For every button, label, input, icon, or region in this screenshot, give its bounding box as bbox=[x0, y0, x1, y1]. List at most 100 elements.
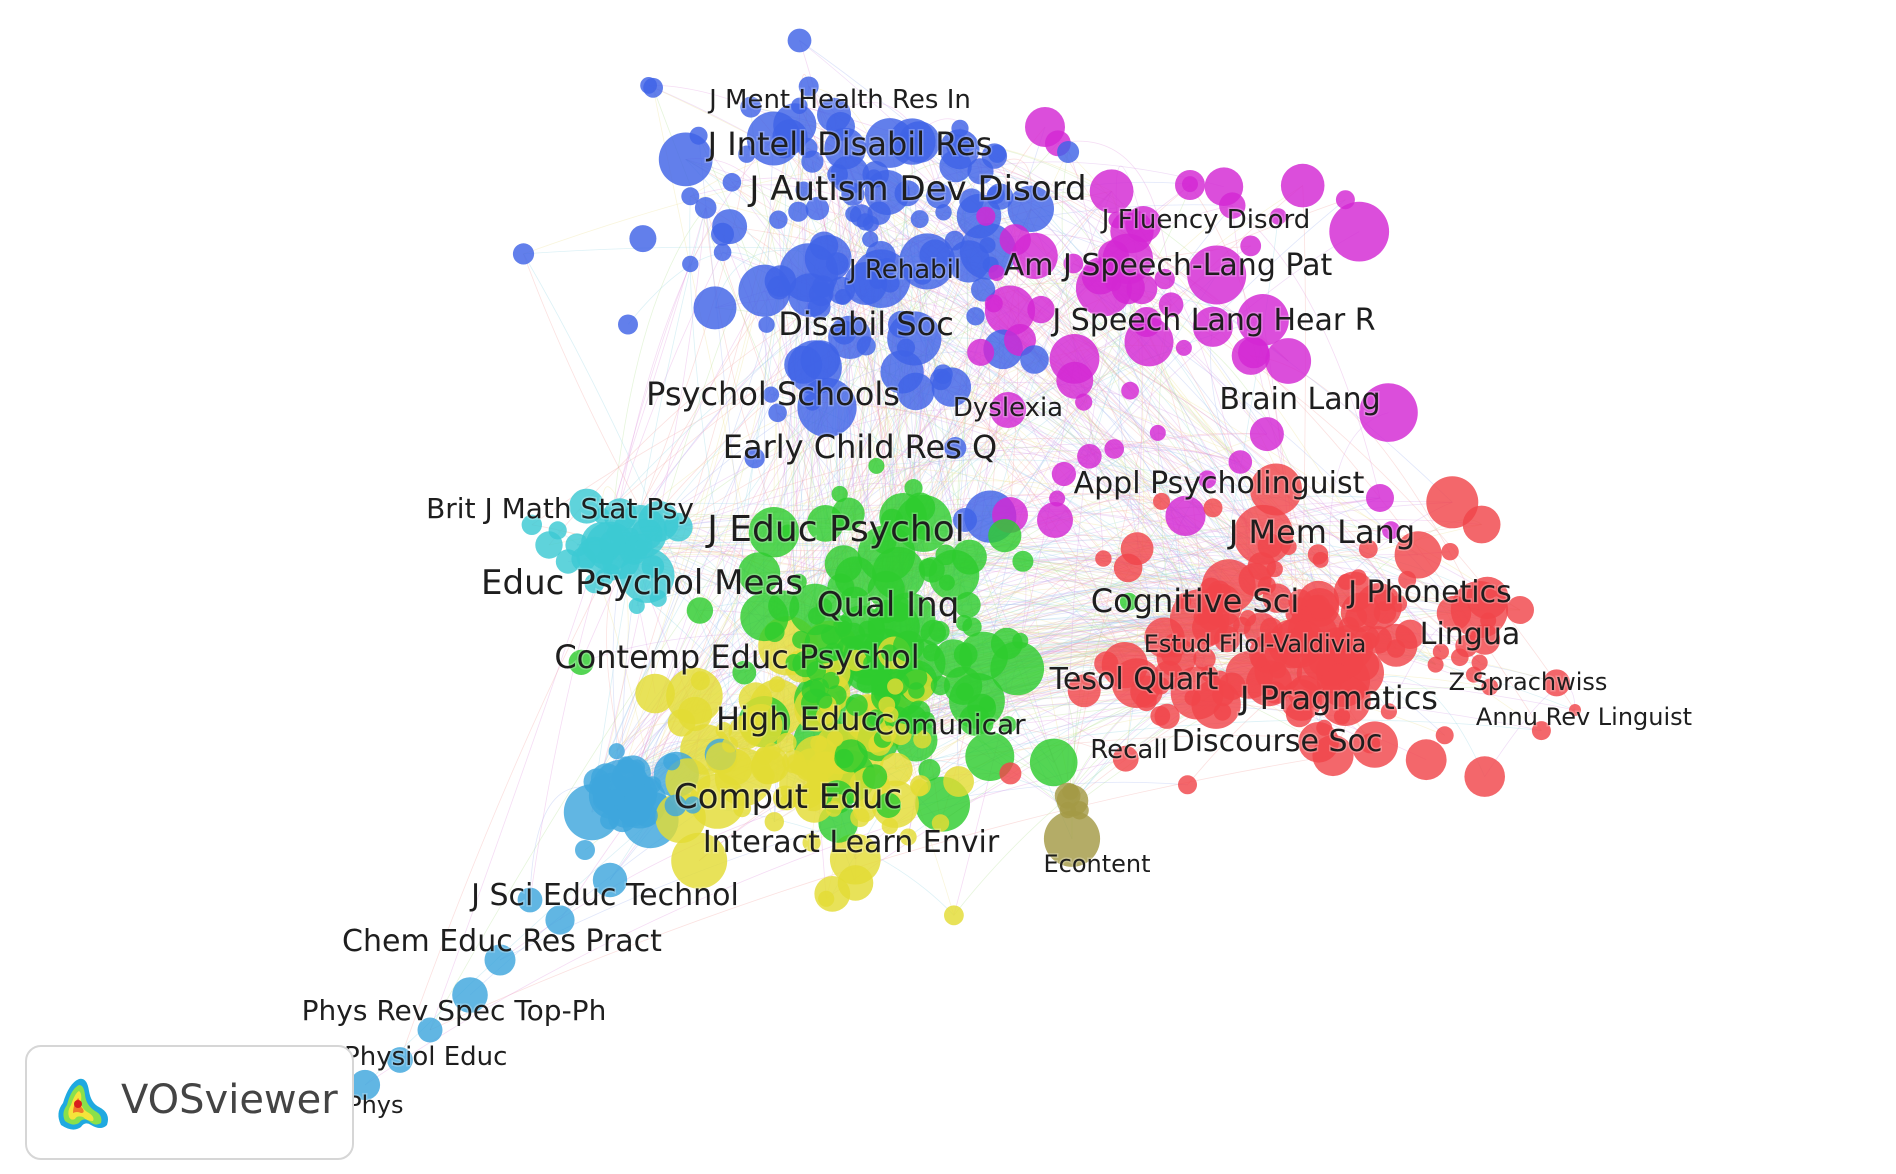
journal-node-cyan[interactable] bbox=[649, 589, 667, 607]
journal-node-green[interactable] bbox=[954, 592, 981, 618]
journal-node-blue[interactable] bbox=[809, 231, 839, 260]
journal-node-blue[interactable] bbox=[826, 112, 855, 141]
journal-node-blue[interactable] bbox=[689, 126, 708, 145]
journal-node-red[interactable] bbox=[1432, 643, 1449, 660]
journal-node-skyblue[interactable] bbox=[484, 944, 516, 976]
journal-node-red[interactable] bbox=[1506, 596, 1534, 624]
journal-node-yellow[interactable] bbox=[831, 794, 848, 811]
journal-label[interactable]: Contemp Educ Psychol bbox=[553, 637, 921, 678]
journal-label[interactable]: Disabil Soc bbox=[777, 304, 956, 345]
journal-node-red[interactable] bbox=[1465, 666, 1482, 683]
journal-node-magenta[interactable] bbox=[1240, 235, 1262, 257]
journal-node-magenta[interactable] bbox=[1198, 470, 1217, 489]
journal-node-blue[interactable] bbox=[935, 204, 952, 221]
journal-node-blue[interactable] bbox=[740, 96, 762, 118]
journal-node-magenta[interactable] bbox=[1265, 338, 1312, 384]
journal-node-yellow[interactable] bbox=[818, 890, 835, 907]
journal-node-yellow[interactable] bbox=[665, 758, 711, 804]
journal-node-magenta[interactable] bbox=[988, 264, 1005, 281]
journal-node-red[interactable] bbox=[1395, 619, 1425, 649]
journal-node-green[interactable] bbox=[918, 759, 941, 781]
journal-label[interactable]: J Ment Health Res In bbox=[706, 84, 973, 117]
journal-node-skyblue[interactable] bbox=[349, 1069, 381, 1101]
journal-node-red[interactable] bbox=[1350, 569, 1367, 586]
journal-node-green[interactable] bbox=[872, 529, 897, 554]
journal-node-magenta[interactable] bbox=[1104, 439, 1124, 459]
journal-node-yellow[interactable] bbox=[769, 676, 786, 693]
journal-node-yellow[interactable] bbox=[635, 673, 675, 714]
journal-node-blue[interactable] bbox=[795, 181, 812, 198]
journal-node-green[interactable] bbox=[905, 492, 936, 523]
journal-node-green[interactable] bbox=[875, 792, 902, 819]
journal-node-blue[interactable] bbox=[926, 183, 952, 209]
journal-node-red[interactable] bbox=[1338, 616, 1360, 638]
journal-node-blue[interactable] bbox=[682, 255, 699, 273]
journal-node-green[interactable] bbox=[880, 508, 904, 531]
journal-node-red[interactable] bbox=[1257, 533, 1283, 559]
journal-label[interactable]: Am J Speech-Lang Pat bbox=[1002, 247, 1334, 285]
journal-node-red[interactable] bbox=[1250, 463, 1302, 516]
journal-node-red[interactable] bbox=[1250, 652, 1267, 668]
journal-node-blue[interactable] bbox=[722, 173, 742, 192]
journal-node-blue[interactable] bbox=[832, 320, 857, 345]
journal-label[interactable]: Interact Learn Envir bbox=[701, 824, 1001, 862]
journal-node-yellow[interactable] bbox=[845, 649, 867, 672]
journal-label[interactable]: J Speech Lang Hear R bbox=[1049, 302, 1377, 340]
journal-node-blue[interactable] bbox=[1007, 185, 1054, 232]
journal-node-yellow[interactable] bbox=[745, 711, 762, 727]
journal-node-magenta[interactable] bbox=[1187, 245, 1247, 305]
journal-node-blue[interactable] bbox=[773, 136, 796, 159]
journal-node-red[interactable] bbox=[1451, 648, 1469, 667]
journal-label[interactable]: J Fluency Disord bbox=[1098, 204, 1311, 237]
journal-node-blue[interactable] bbox=[618, 314, 638, 335]
journal-node-magenta[interactable] bbox=[976, 206, 996, 226]
journal-node-red[interactable] bbox=[1398, 570, 1417, 589]
journal-node-green[interactable] bbox=[908, 682, 925, 699]
journal-label[interactable]: J Sci Educ Technol bbox=[468, 877, 741, 915]
journal-node-blue[interactable] bbox=[841, 182, 865, 206]
journal-node-blue[interactable] bbox=[862, 231, 879, 248]
journal-node-yellow[interactable] bbox=[667, 709, 696, 737]
journal-node-magenta[interactable] bbox=[967, 338, 995, 366]
journal-node-green[interactable] bbox=[979, 696, 996, 713]
journal-node-yellow[interactable] bbox=[887, 678, 904, 695]
journal-node-magenta[interactable] bbox=[1097, 240, 1129, 272]
journal-node-red[interactable] bbox=[1095, 550, 1112, 567]
journal-node-skyblue[interactable] bbox=[608, 789, 625, 806]
journal-node-skyblue[interactable] bbox=[387, 1047, 413, 1073]
journal-node-cyan[interactable] bbox=[548, 521, 567, 540]
journal-node-green[interactable] bbox=[1119, 592, 1138, 611]
journal-node-red[interactable] bbox=[1112, 745, 1139, 772]
journal-label[interactable]: Dyslexia bbox=[951, 392, 1064, 425]
journal-label[interactable]: Phys Rev Spec Top-Ph bbox=[300, 993, 608, 1029]
journal-node-red[interactable] bbox=[1161, 644, 1182, 666]
journal-node-red[interactable] bbox=[1569, 704, 1581, 716]
journal-node-magenta[interactable] bbox=[1182, 176, 1198, 193]
journal-label[interactable]: High Educ bbox=[714, 699, 879, 740]
journal-node-cyan[interactable] bbox=[597, 548, 615, 565]
journal-node-yellow[interactable] bbox=[899, 828, 917, 846]
journal-node-green[interactable] bbox=[732, 660, 757, 685]
journal-node-blue[interactable] bbox=[1020, 345, 1049, 374]
journal-label[interactable]: Brit J Math Stat Psy bbox=[425, 491, 696, 527]
journal-label[interactable]: Z Sprachwiss bbox=[1447, 667, 1609, 698]
journal-node-red[interactable] bbox=[1386, 639, 1406, 658]
journal-node-magenta[interactable] bbox=[1382, 521, 1400, 540]
journal-node-blue[interactable] bbox=[862, 215, 879, 232]
journal-node-red[interactable] bbox=[999, 762, 1022, 785]
journal-node-red[interactable] bbox=[1316, 719, 1333, 736]
journal-node-green[interactable] bbox=[816, 598, 833, 615]
journal-node-red[interactable] bbox=[1212, 683, 1235, 707]
journal-label[interactable]: Comput Educ bbox=[672, 776, 903, 819]
journal-node-red[interactable] bbox=[1212, 670, 1229, 687]
journal-node-yellow[interactable] bbox=[850, 807, 870, 828]
journal-node-magenta[interactable] bbox=[1126, 273, 1158, 305]
journal-node-blue[interactable] bbox=[878, 258, 896, 276]
journal-label[interactable]: J Autism Dev Disord bbox=[746, 168, 1088, 211]
journal-node-red[interactable] bbox=[1266, 560, 1283, 578]
journal-node-yellow[interactable] bbox=[944, 905, 964, 926]
journal-node-red[interactable] bbox=[1285, 605, 1303, 624]
journal-node-red[interactable] bbox=[1285, 640, 1302, 657]
journal-node-skyblue[interactable] bbox=[608, 743, 625, 760]
journal-node-red[interactable] bbox=[1394, 531, 1442, 579]
